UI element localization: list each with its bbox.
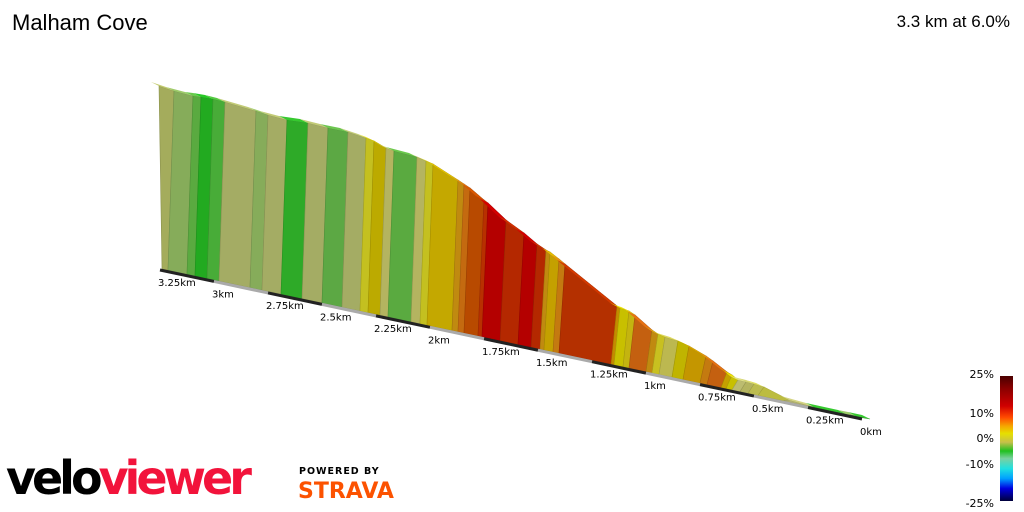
profile-segment-top [185, 92, 201, 97]
profile-segment-top [340, 128, 366, 138]
axis-tick-label: 1.5km [536, 358, 567, 369]
distance-axis: 3.25km 3km 2.75km 2.5km 2.25km 2km 1.75km 1.5km… [158, 268, 882, 438]
profile-segment-top [557, 260, 617, 306]
axis-tick-label: 2.5km [320, 312, 351, 323]
profile-segment-top [838, 410, 856, 416]
profile-segment-top [279, 116, 308, 123]
profile-segment-top [378, 144, 394, 151]
profile-segment-top [300, 119, 328, 128]
profile-segment-top [193, 93, 213, 99]
axis-tick-label: 2km [428, 335, 450, 346]
powered-by-label: POWERED BY [299, 466, 380, 477]
profile-segment-top [681, 342, 706, 356]
axis-band [213, 279, 269, 295]
profile-segment-top [746, 380, 764, 387]
legend-label: 0% [976, 432, 994, 445]
profile-segment [558, 263, 618, 365]
profile-segment-top [450, 176, 464, 184]
axis-tick-label: 1km [644, 381, 666, 392]
profile-segment-top [848, 412, 870, 419]
profile-segment-top [151, 82, 174, 91]
legend-label: -25% [965, 497, 994, 510]
legend-label: 10% [969, 407, 994, 420]
gradient-color-legend: 25% 10% 0% -10% -25% [958, 366, 1024, 512]
profile-segment-top [260, 111, 287, 120]
axis-tick-label: 2.25km [374, 324, 412, 335]
axis-tick-label: 0.75km [698, 393, 736, 404]
profile-segment-top [650, 330, 665, 337]
profile-segment-top [781, 396, 814, 407]
profile-segment-top [498, 216, 524, 233]
profile-segment-top [627, 311, 652, 330]
axis-band [807, 406, 863, 421]
profile-segment-top [217, 98, 256, 111]
profile-segment-top [738, 378, 754, 384]
axis-tick-label: 0.5km [752, 404, 783, 415]
axis-tick-label: 2.75km [266, 301, 304, 312]
axis-band [159, 268, 215, 283]
profile-segment-top [205, 95, 225, 102]
axis-band [753, 394, 809, 410]
logo-viewer: viewer [98, 451, 252, 505]
axis-tick-label: 1.75km [482, 347, 520, 358]
profile-segment-top [516, 229, 537, 244]
profile-segment-top [698, 352, 713, 361]
axis-band [429, 325, 485, 341]
axis-tick-label: 0km [860, 427, 882, 438]
legend-label: 25% [969, 368, 994, 381]
profile-segment [218, 101, 257, 289]
axis-band [483, 337, 539, 352]
axis-band [375, 314, 431, 329]
profile-segment-top [476, 196, 488, 203]
axis-band [645, 371, 701, 387]
profile-segment-top [480, 199, 506, 220]
axis-band [591, 360, 647, 375]
profile-segment-top [756, 383, 789, 400]
axis-band [699, 383, 755, 398]
legend-label: -10% [965, 458, 994, 471]
profile-segment-top [386, 147, 417, 157]
profile-segment-top [320, 124, 348, 132]
profile-segment-top [462, 184, 484, 200]
profile-segment-top [806, 403, 846, 414]
profile-segment-top [248, 107, 268, 115]
profile-segments [151, 82, 871, 420]
profile-segment-top [657, 333, 678, 341]
strava-logo: STRAVA [298, 479, 394, 504]
gradient-colorbar [1000, 376, 1013, 501]
profile-segment-top [621, 307, 635, 315]
axis-tick-label: 3.25km [158, 278, 196, 289]
profile-segment-top [542, 248, 559, 259]
profile-segment-top [551, 255, 565, 264]
axis-band [267, 291, 323, 306]
profile-segment-top [456, 180, 470, 188]
axis-tick-label: 3km [212, 289, 234, 300]
axis-band [321, 302, 377, 318]
axis-tick-label: 1.25km [590, 370, 628, 381]
axis-tick-label: 0.25km [806, 416, 844, 427]
route-summary: 3.3 km at 6.0% [896, 12, 1010, 31]
axis-band [537, 348, 593, 364]
profile-segment-top [719, 368, 732, 375]
profile-segment-top [425, 160, 458, 180]
profile-segment-top [166, 87, 193, 96]
logo-velo: velo [6, 451, 103, 505]
profile-segment-top [529, 240, 546, 250]
profile-segment-top [705, 357, 727, 372]
profile-segment-top [730, 376, 746, 382]
route-title: Malham Cove [12, 10, 148, 35]
profile-segment-top [409, 153, 426, 161]
